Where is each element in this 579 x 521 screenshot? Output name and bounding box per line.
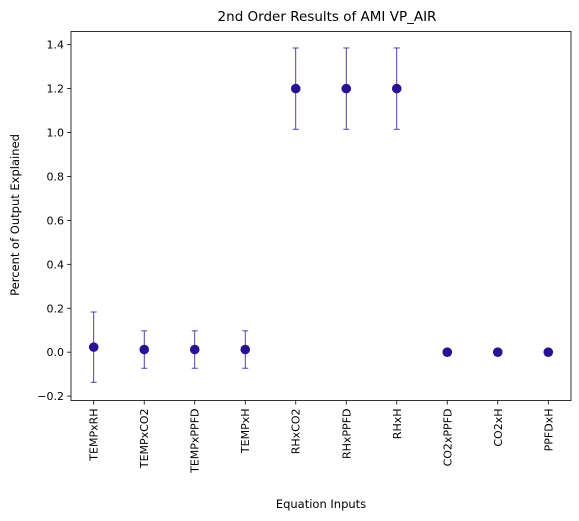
x-tick-label: TEMPxH <box>239 409 252 455</box>
y-axis-label: Percent of Output Explained <box>8 134 22 296</box>
y-tick-label: 0.2 <box>47 302 65 315</box>
data-point <box>88 342 99 352</box>
x-tick-label: RHxCO2 <box>290 409 303 455</box>
x-tick-label: TEMPxRH <box>88 409 101 462</box>
x-tick-label: CO2xPPFD <box>441 409 454 467</box>
error-bars <box>90 47 400 383</box>
data-point <box>341 83 352 94</box>
x-tick-label: TEMPxCO2 <box>138 409 151 470</box>
data-point <box>189 344 200 355</box>
x-axis-label: Equation Inputs <box>276 497 366 511</box>
data-point <box>442 347 453 357</box>
y-tick-label: 1.0 <box>47 127 65 140</box>
y-tick-label: −0.2 <box>37 390 64 403</box>
data-point <box>290 83 301 94</box>
y-tick-label: 1.4 <box>47 39 65 52</box>
y-tick-label: 0.8 <box>47 170 65 183</box>
y-tick-label: 0.6 <box>47 214 65 227</box>
y-axis-ticks: −0.2 0.0 0.2 0.4 0.6 0.8 1.0 1.2 1.4 <box>37 39 71 403</box>
x-tick-label: PPFDxH <box>542 409 555 452</box>
data-point <box>391 83 402 94</box>
x-tick-label: RHxH <box>391 409 404 440</box>
x-tick-label: TEMPxPPFD <box>189 409 202 474</box>
chart-title: 2nd Order Results of AMI VP_AIR <box>218 9 437 25</box>
y-tick-label: 0.4 <box>47 258 65 271</box>
data-point <box>492 347 503 357</box>
x-axis-ticks: TEMPxRH TEMPxCO2 TEMPxPPFD TEMPxH RHxCO2 RHxP… <box>88 400 555 474</box>
data-points <box>88 83 554 357</box>
y-tick-label: 0.0 <box>47 346 65 359</box>
data-point <box>240 344 251 355</box>
x-tick-label: CO2xH <box>492 409 505 447</box>
data-point <box>139 344 150 355</box>
y-tick-label: 1.2 <box>47 83 65 96</box>
plot-frame <box>70 31 572 401</box>
x-tick-label: RHxPPFD <box>340 409 353 460</box>
data-point <box>543 347 554 357</box>
